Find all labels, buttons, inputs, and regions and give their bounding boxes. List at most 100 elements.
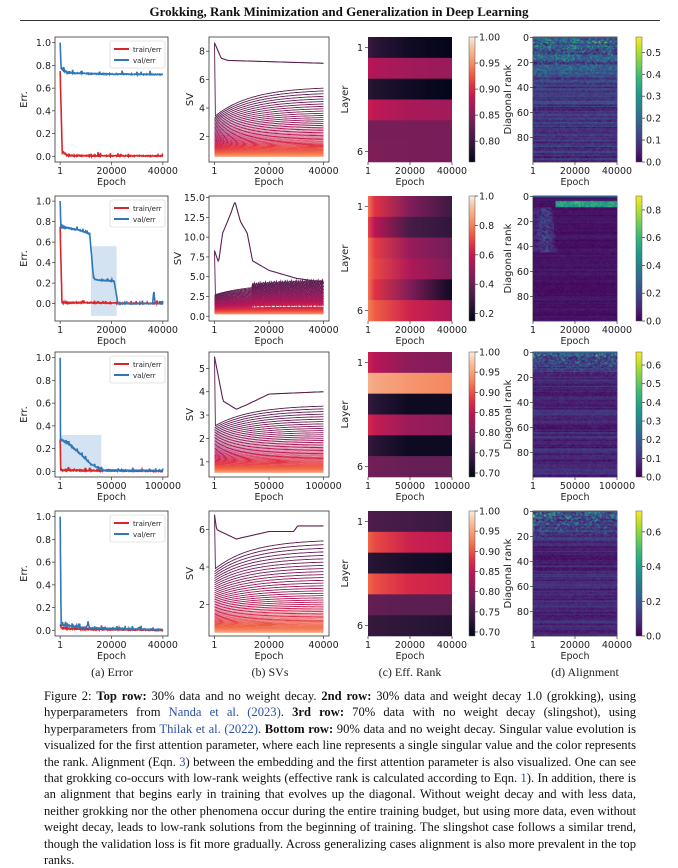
alignment-colorbar-ytick-label: 0.0 [646,473,661,484]
alignment-colorbar-ytick-label: 0.4 [646,562,661,573]
layer-row [368,511,452,532]
caption-text: Figure 2: [44,689,96,703]
alignment-xtick-label: 40000 [602,325,632,336]
layer-row [368,352,452,373]
error-ytick-label: 0.6 [36,399,51,410]
alignment-xtick-label: 20000 [560,325,590,336]
error-ytick-label: 1.0 [36,197,51,208]
sv-xtick-label: 20000 [254,166,284,177]
layer-row [368,456,452,477]
eff-rank-colorbar [469,196,475,321]
caption-text: Top row: [96,689,146,703]
eff-rank-colorbar-ytick-label: 0.90 [479,85,500,96]
alignment-ytick-label: 20 [517,58,529,69]
eff-rank-colorbar-ytick-label: 0.85 [479,111,500,122]
alignment-xlabel: Epoch [560,492,589,503]
error-ytick-label: 0.2 [36,444,51,455]
alignment-xtick-label: 50000 [560,481,590,492]
alignment-colorbar [636,352,642,477]
citation-link[interactable]: Thilak et al. (2022) [159,722,258,736]
alignment-xlabel: Epoch [560,336,589,347]
layer-row [368,594,452,615]
alignment-ytick-label: 20 [517,373,529,384]
eff-rank-ytick-label: 1 [357,43,363,54]
eff-rank-colorbar-ytick-label: 1.00 [479,348,500,359]
layer-row [368,259,452,280]
error-xtick-label: 1 [57,640,63,651]
eff-rank-ylabel: Layer [340,400,351,429]
sv-plot [215,43,324,157]
sv-xtick-label: 1 [211,640,217,651]
alignment-ytick-label: 80 [517,448,529,459]
error-ytick-label: 1.0 [36,512,51,523]
eff-rank-colorbar-ytick-label: 0.6 [479,250,494,261]
alignment-xtick-label: 1 [530,325,536,336]
sv-ytick-label: 15.0 [184,193,205,204]
alignment-ytick-label: 0 [523,192,529,203]
layer-row [368,100,452,121]
sv-xtick-label: 50000 [254,481,284,492]
sv-xlabel: Epoch [254,492,283,503]
eff-rank-colorbar-ytick-label: 0.80 [479,587,500,598]
singular-value-line [215,515,324,539]
legend-label: val/err [133,372,156,380]
alignment-ytick-label: 20 [517,532,529,543]
alignment-ylabel: Diagonal rank [503,379,514,449]
error-ytick-label: 0.8 [36,217,51,228]
eff-rank-xlabel: Epoch [395,492,424,503]
alignment-colorbar-ytick-label: 0.3 [646,417,661,428]
eff-rank-colorbar-ytick-label: 0.70 [479,627,500,638]
alignment-colorbar-ytick-label: 0.4 [646,398,661,409]
error-ylabel: Err. [19,91,30,108]
sv-ytick-label: 1 [199,457,205,468]
sv-xtick-label: 1 [211,481,217,492]
sv-ytick-label: 2 [199,434,205,445]
sv-ylabel: SV [185,408,196,421]
alignment-colorbar-ytick-label: 0.4 [646,261,661,272]
eff-rank-xtick-label: 50000 [395,481,425,492]
error-ylabel: Err. [19,250,30,267]
alignment-ytick-label: 0 [523,33,529,44]
caption-text: ). In addition, there is an alignment th… [44,771,636,867]
subcaption: (b) SVs [251,665,288,679]
eff-rank-xtick-label: 100000 [434,481,470,492]
eff-rank-colorbar [469,511,475,636]
alignment-colorbar-ytick-label: 0.8 [646,205,661,216]
sv-xlabel: Epoch [254,651,283,662]
alignment-ylabel: Diagonal rank [503,538,514,608]
alignment-colorbar-ytick-label: 0.6 [646,361,661,372]
sv-ytick-label: 12.5 [184,213,205,224]
eff-rank-colorbar-ytick-label: 0.85 [479,567,500,578]
subcaption: (d) Alignment [551,665,619,679]
error-ytick-label: 0.2 [36,129,51,140]
sv-xlabel: Epoch [254,336,283,347]
error-ytick-label: 0.6 [36,238,51,249]
sv-xlabel: Epoch [254,177,283,188]
error-ytick-label: 1.0 [36,38,51,49]
error-xlabel: Epoch [97,651,126,662]
figure-caption: Figure 2: Top row: 30% data and no weigh… [44,688,636,868]
alignment-ytick-label: 40 [517,557,529,568]
error-ytick-label: 0.0 [36,152,51,163]
eff-rank-xlabel: Epoch [395,336,424,347]
error-ytick-label: 0.4 [36,580,51,591]
subcaption: (a) Error [91,665,133,679]
layer-row [368,238,452,259]
sv-xtick-label: 1 [211,325,217,336]
citation-link[interactable]: Nanda et al. (2023) [169,705,281,719]
sv-ytick-label: 5 [199,364,205,375]
alignment-colorbar-ytick-label: 0.0 [646,158,661,169]
error-ytick-label: 0.4 [36,421,51,432]
alignment-ytick-label: 60 [517,423,529,434]
error-ytick-label: 0.4 [36,106,51,117]
error-xtick-label: 100000 [145,481,181,492]
alignment-colorbar-ytick-label: 0.5 [646,379,661,390]
eff-rank-ylabel: Layer [340,85,351,114]
eff-rank-colorbar [469,352,475,477]
eff-rank-colorbar-ytick-label: 0.95 [479,59,500,70]
alignment-colorbar-ytick-label: 0.2 [646,597,661,608]
alignment-xtick-label: 40000 [602,166,632,177]
eff-rank-colorbar-ytick-label: 0.75 [479,607,500,618]
legend-label: val/err [133,216,156,224]
layer-row [368,58,452,79]
